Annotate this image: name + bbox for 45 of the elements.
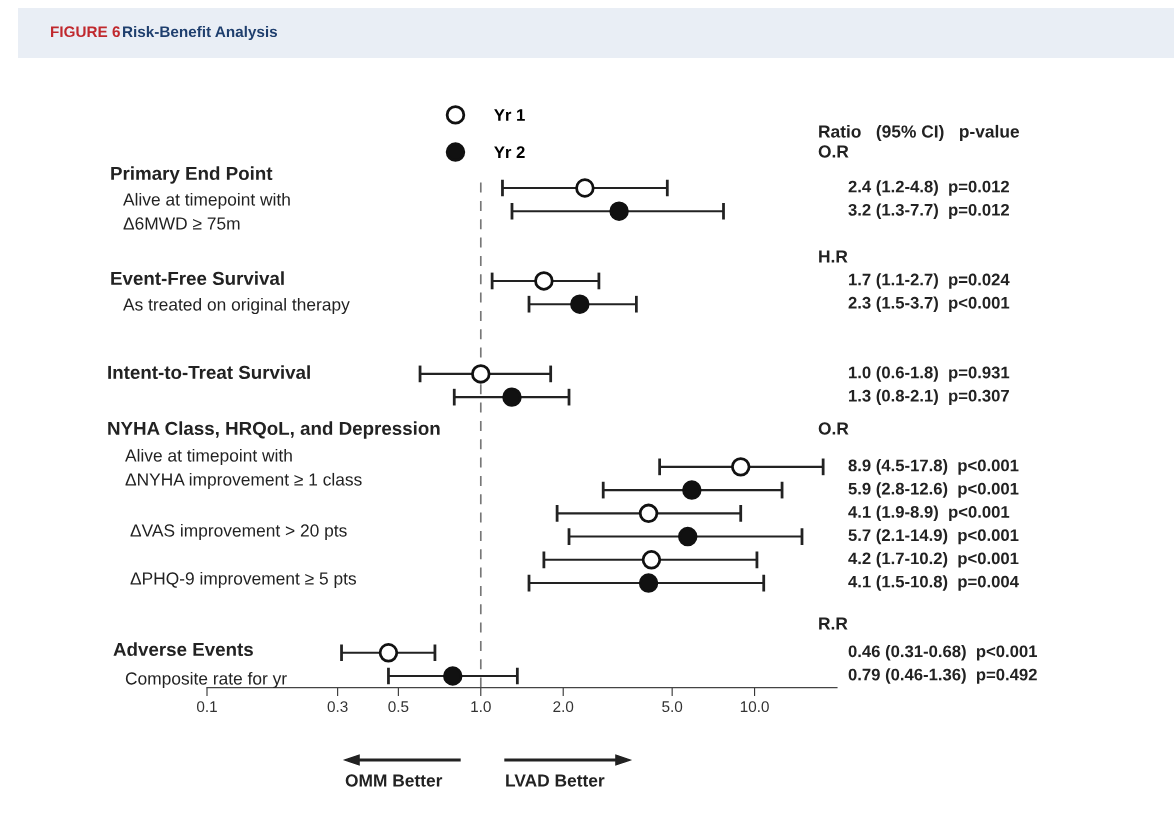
x-tick-label: 0.5	[388, 701, 409, 713]
text: 8.9 (4.5-17.8) p<0.001	[848, 459, 1019, 475]
annotation: Intent-to-Treat Survival	[108, 365, 310, 380]
annotation: Alive at timepoint with	[123, 192, 290, 210]
chart-title: FIGURE 6	[51, 26, 120, 38]
annotation: ΔNYHA improvement ≥ 1 class	[125, 472, 362, 490]
text: O.R	[818, 145, 849, 158]
chart-subtitle: Risk-Benefit Analysis	[123, 25, 278, 41]
annotation: As treated on original therapy	[123, 297, 350, 315]
text: 1.7 (1.1-2.7) p=0.024	[849, 273, 1010, 289]
text: 0.79 (0.46-1.36) p=0.492	[848, 668, 1037, 684]
x-tick-label: 0.1	[196, 701, 217, 713]
annotation: Adverse Events	[113, 642, 253, 657]
text: 4.1 (1.9-8.9) p<0.001	[848, 505, 1010, 522]
annotation: O.R	[818, 422, 849, 435]
annotation: Composite rate for yr	[125, 671, 287, 689]
annotation: H.R	[819, 250, 848, 263]
text: 2.4 (1.2-4.8) p=0.012	[848, 180, 1009, 196]
annotation: Event-Free Survival	[111, 271, 284, 286]
text: Ratio (95% CI) p-value	[819, 124, 1020, 142]
text: 5.7 (2.1-14.9) p<0.001	[848, 528, 1019, 545]
x-tick-label: 0.3	[327, 701, 348, 713]
annotation: ΔPHQ-9 improvement ≥ 5 pts	[130, 571, 357, 589]
annotation: NYHA Class, HRQoL, and Depression	[108, 421, 440, 439]
annotation: Δ6MWD ≥ 75m	[123, 217, 240, 230]
annotation: R.R	[819, 617, 848, 630]
text: 1.0 (0.6-1.8) p=0.931	[849, 366, 1010, 382]
x-tick-label: 10.0	[740, 701, 769, 713]
legend-label: Yr 2	[494, 146, 525, 158]
text: OMM Better	[345, 774, 443, 787]
text: 4.2 (1.7-10.2) p<0.001	[848, 552, 1019, 568]
text: 4.1 (1.5-10.8) p=0.004	[848, 575, 1019, 591]
annotation: ΔVAS improvement > 20 pts	[130, 523, 347, 541]
text: 2.3 (1.5-3.7) p<0.001	[848, 296, 1010, 312]
text: LVAD Better	[506, 774, 605, 787]
x-tick-label: 2.0	[553, 701, 574, 713]
x-tick-label: 5.0	[662, 701, 683, 713]
text: 0.46 (0.31-0.68) p<0.001	[848, 644, 1038, 661]
x-tick-label: 1.0	[471, 701, 491, 713]
text: 3.2 (1.3-7.7) p=0.012	[848, 203, 1009, 220]
annotation: Alive at timepoint with	[125, 448, 292, 466]
text: 5.9 (2.8-12.6) p<0.001	[848, 482, 1019, 498]
annotation: Primary End Point	[111, 166, 273, 184]
legend-label: Yr 1	[494, 109, 525, 121]
text: 1.3 (0.8-2.1) p=0.307	[849, 389, 1009, 405]
